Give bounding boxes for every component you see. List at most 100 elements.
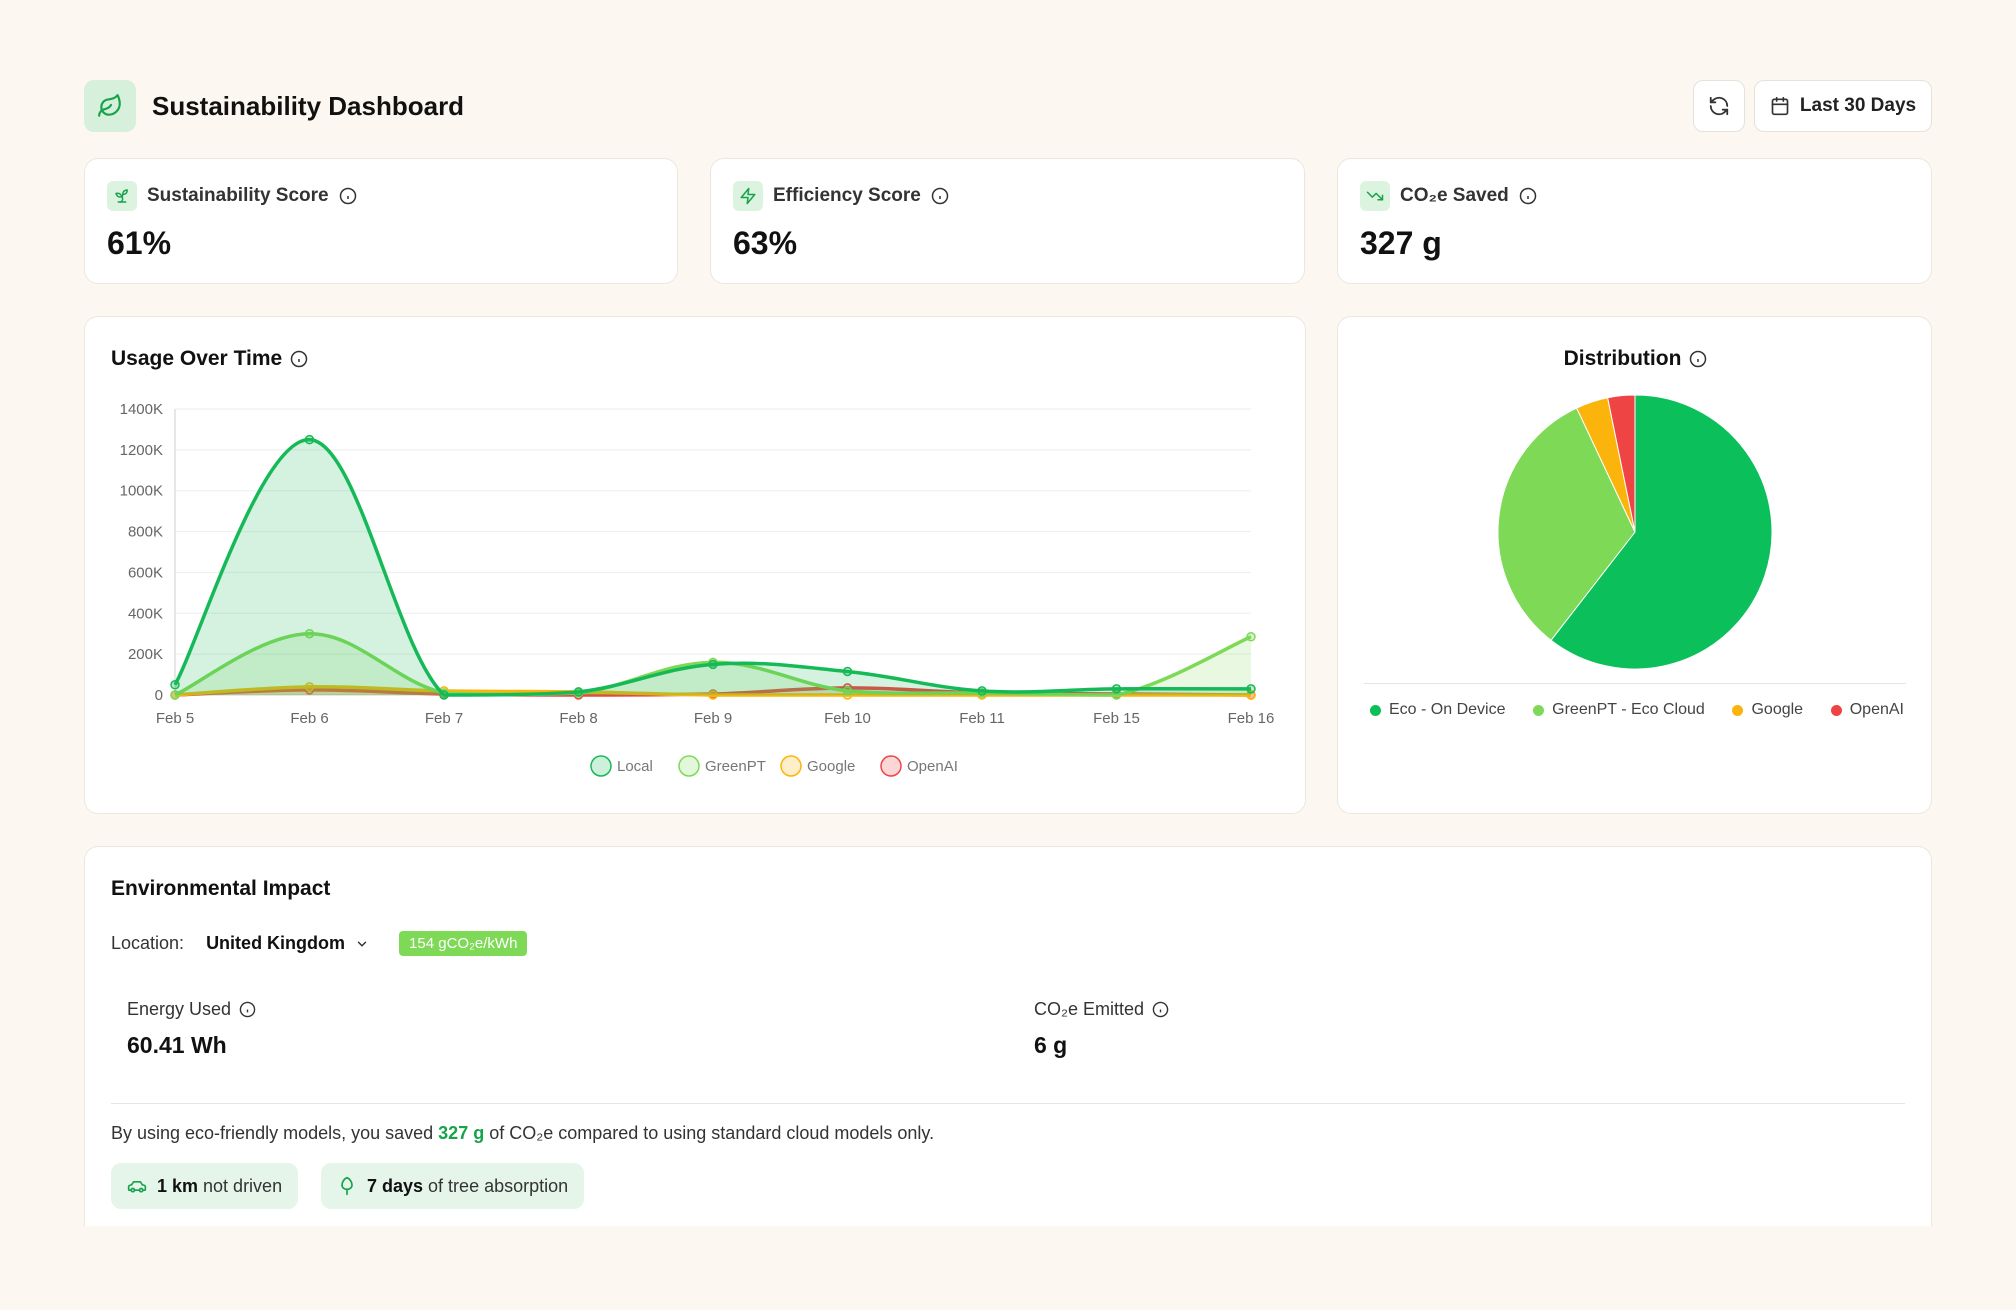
- legend-marker: [880, 755, 902, 777]
- info-icon[interactable]: [1519, 187, 1537, 205]
- stat-card-efficiency: Efficiency Score 63%: [710, 158, 1305, 284]
- pie-slice: [1607, 394, 1636, 533]
- distribution-card: Distribution Eco - On Device GreenPT - Ec…: [1337, 316, 1932, 814]
- x-tick-label: Feb 5: [156, 710, 194, 727]
- info-icon[interactable]: [1152, 1001, 1169, 1018]
- x-tick-label: Feb 16: [1228, 710, 1275, 727]
- tree-days-value: 7 days: [367, 1175, 424, 1196]
- legend-item: Local: [590, 755, 653, 777]
- legend-label: Local: [617, 758, 653, 775]
- y-tick-label: 1000K: [120, 483, 163, 500]
- zap-icon: [733, 181, 763, 211]
- sprout-icon: [107, 181, 137, 211]
- data-point: [1111, 684, 1122, 694]
- car-icon: [127, 1181, 147, 1193]
- metric-label: Energy Used: [127, 999, 232, 1019]
- pie-slice: [1497, 407, 1636, 641]
- y-tick-label: 200K: [128, 646, 163, 663]
- carbon-intensity-badge: 154 gCO₂e/kWh: [399, 931, 528, 956]
- leaf-logo-icon: [84, 80, 136, 132]
- energy-used-metric: Energy Used 60.41 Wh: [127, 999, 256, 1059]
- impact-title: Environmental Impact: [111, 877, 331, 900]
- data-point: [842, 666, 853, 677]
- info-icon[interactable]: [1689, 350, 1707, 368]
- refresh-button[interactable]: [1693, 80, 1745, 132]
- stat-card-co2-saved: CO₂e Saved 327 g: [1337, 158, 1932, 284]
- y-tick-label: 800K: [128, 524, 163, 541]
- legend-item: Eco - On Device: [1370, 701, 1505, 719]
- location-select[interactable]: United Kingdom: [206, 933, 369, 954]
- legend-item: Google: [1732, 701, 1803, 719]
- series-line: [174, 631, 1252, 697]
- legend-item: OpenAI: [880, 755, 958, 777]
- trending-down-icon: [1360, 181, 1390, 211]
- data-point: [842, 686, 853, 696]
- divider: [111, 1103, 1905, 1104]
- legend-marker: [780, 755, 802, 777]
- info-icon[interactable]: [239, 1001, 256, 1018]
- info-icon[interactable]: [931, 187, 949, 205]
- legend-label: Google: [1751, 701, 1804, 718]
- km-value: 1 km: [157, 1175, 199, 1196]
- metric-label: CO₂e Emitted: [1034, 999, 1145, 1019]
- y-tick-label: 400K: [128, 605, 163, 622]
- y-tick-label: 1200K: [120, 442, 163, 459]
- tree-icon: [341, 1176, 353, 1196]
- data-point: [170, 690, 180, 700]
- legend-label: OpenAI: [1849, 701, 1904, 718]
- metric-value: 60.41 Wh: [127, 1032, 227, 1058]
- km-not-driven-pill: 1 km not driven: [111, 1163, 299, 1209]
- refresh-icon: [1709, 96, 1729, 116]
- x-tick-label: Feb 15: [1093, 710, 1140, 727]
- location-label: Location:: [111, 933, 185, 953]
- data-point: [304, 682, 315, 692]
- date-range-label: Last 30 Days: [1799, 95, 1917, 116]
- distribution-legend: Eco - On Device GreenPT - Eco Cloud Google…: [1370, 701, 1904, 719]
- y-tick-label: 1400K: [120, 401, 163, 418]
- legend-item: Google: [780, 755, 855, 777]
- legend-divider: [1364, 683, 1906, 684]
- stat-value: 327 g: [1360, 225, 1442, 261]
- series-line: [173, 437, 1252, 697]
- legend-item: GreenPT - Eco Cloud: [1533, 701, 1705, 719]
- legend-label: GreenPT - Eco Cloud: [1552, 701, 1705, 718]
- environmental-impact-card: Environmental Impact Location: United Ki…: [84, 846, 1932, 1226]
- x-tick-label: Feb 11: [959, 710, 1005, 727]
- legend-item: GreenPT: [678, 755, 766, 777]
- metric-value: 6 g: [1034, 1032, 1068, 1058]
- data-point: [708, 690, 718, 700]
- header: Sustainability Dashboard Last 30 Days: [84, 80, 1932, 132]
- tree-text: of tree absorption: [423, 1175, 569, 1196]
- data-point: [1246, 684, 1256, 694]
- series-area: [175, 439, 1251, 695]
- legend-label: Google: [807, 758, 855, 775]
- info-icon[interactable]: [339, 187, 357, 205]
- usage-chart: 0 200K 400K 600K 800K 1000K 1200K 1400K Feb 5 Feb…: [120, 401, 1275, 777]
- stat-card-sustainability: Sustainability Score 61%: [84, 158, 678, 284]
- info-icon[interactable]: [290, 350, 308, 368]
- legend-dot: [1533, 704, 1545, 716]
- x-tick-label: Feb 7: [425, 710, 463, 727]
- date-range-button[interactable]: Last 30 Days: [1754, 80, 1932, 132]
- x-tick-label: Feb 6: [290, 710, 328, 727]
- data-point: [977, 686, 987, 696]
- y-tick-label: 600K: [128, 564, 163, 581]
- km-text: not driven: [198, 1175, 283, 1196]
- pie-slice: [1550, 394, 1773, 670]
- tree-absorption-pill: 7 days of tree absorption: [321, 1163, 585, 1209]
- location-value: United Kingdom: [206, 933, 346, 953]
- stat-label: CO₂e Saved: [1400, 185, 1509, 206]
- stat-value: 61%: [107, 225, 172, 261]
- chart-title: Distribution: [1563, 347, 1682, 370]
- legend-marker: [590, 755, 612, 777]
- data-point: [1246, 632, 1256, 642]
- legend-item: OpenAI: [1830, 701, 1904, 719]
- usage-chart-card: Usage Over Time 0 200K 400K 600K 800K 1000K 12…: [84, 316, 1306, 814]
- savings-prefix: By using eco-friendly models, you saved: [111, 1123, 439, 1143]
- data-point: [573, 687, 584, 697]
- page-title: Sustainability Dashboard: [152, 91, 465, 121]
- y-tick-label: 0: [155, 687, 163, 704]
- legend-label: GreenPT: [705, 758, 766, 775]
- savings-summary: By using eco-friendly models, you saved …: [111, 1123, 934, 1144]
- savings-suffix: of CO₂e compared to using standard cloud…: [484, 1123, 935, 1143]
